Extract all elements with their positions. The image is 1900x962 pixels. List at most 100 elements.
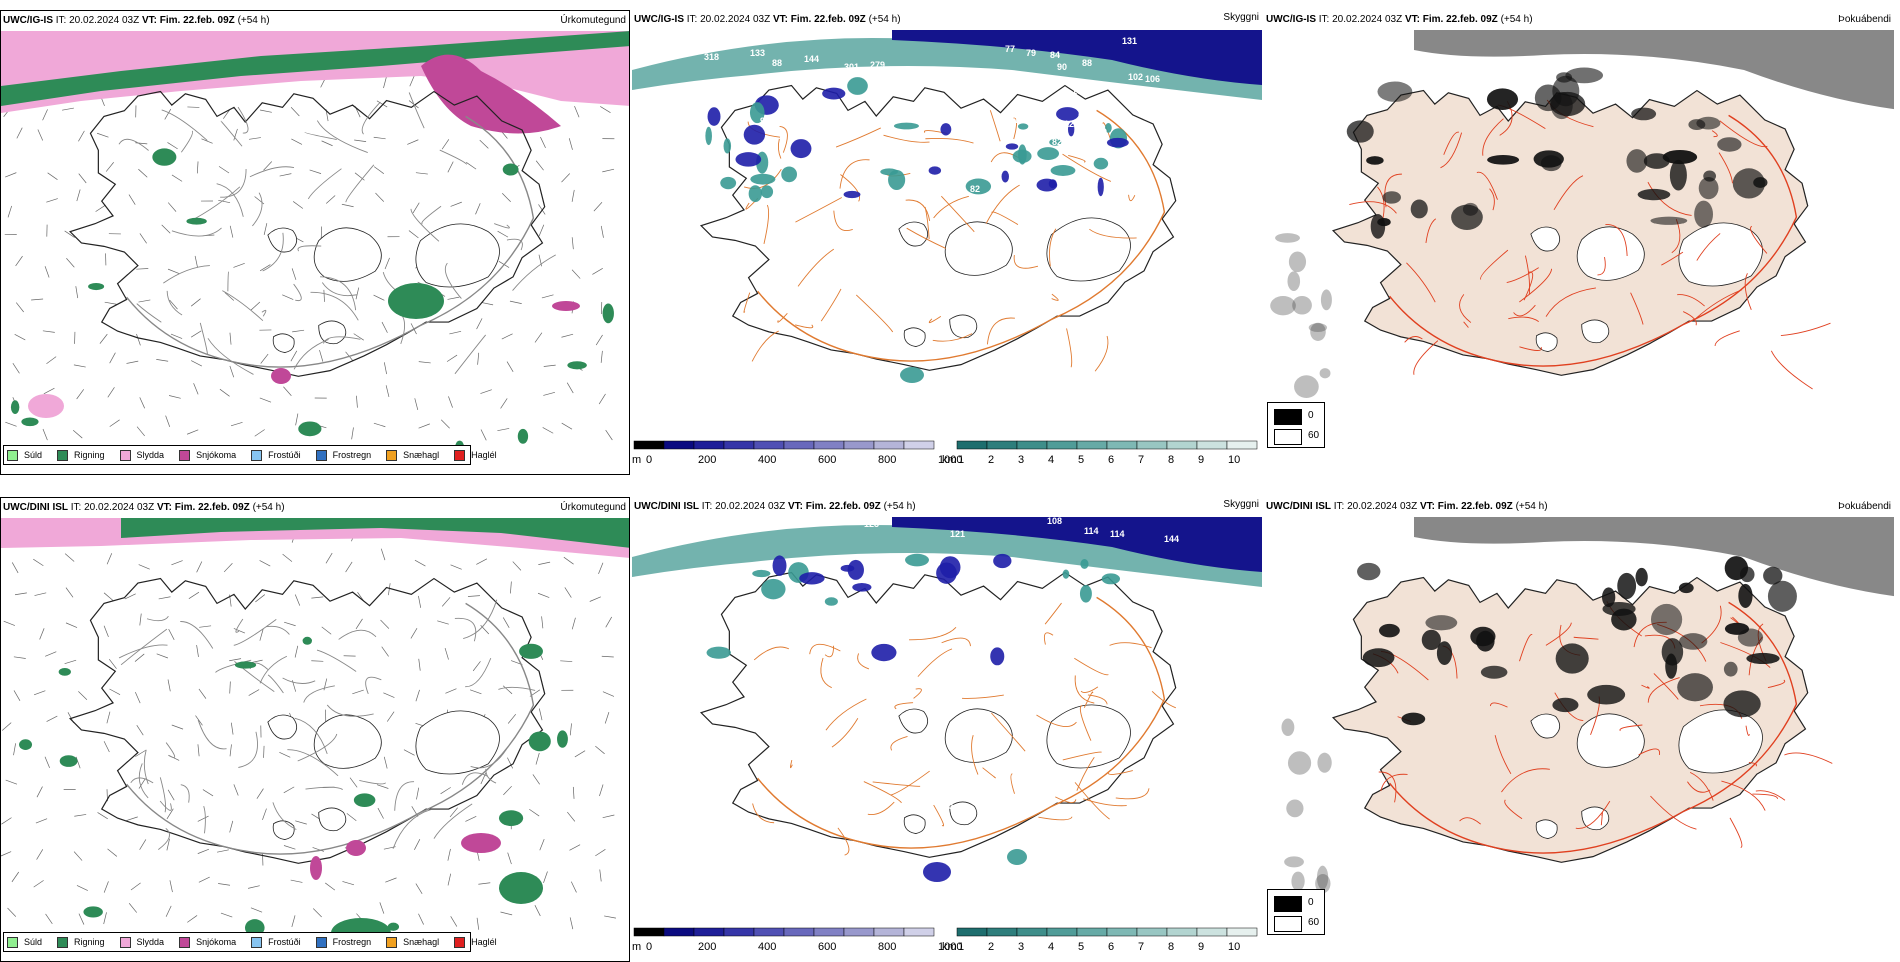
legend-item: Súld — [7, 937, 42, 948]
glacier-outline — [319, 321, 346, 344]
wind-barb — [602, 656, 614, 657]
scale-tick-m: 400 — [758, 454, 776, 466]
wind-barb — [533, 774, 540, 784]
wind-barb — [197, 645, 199, 657]
road-line — [222, 291, 263, 321]
road-line — [422, 206, 441, 224]
road-line — [507, 239, 522, 250]
visibility-label: 40 — [1097, 127, 1107, 137]
wind-barb — [191, 331, 201, 337]
wind-barb — [416, 690, 420, 701]
init-time: IT: 20.02.2024 03Z — [702, 501, 785, 512]
wind-barb — [448, 849, 451, 861]
valid-time: Fim. 22.feb. 09Z — [1438, 501, 1513, 512]
wind-barb — [510, 581, 511, 593]
rain-cell — [499, 872, 543, 904]
wind-barb — [481, 625, 489, 634]
visibility-cell — [923, 862, 951, 882]
scale-color-km — [1167, 928, 1197, 936]
wind-barb — [382, 647, 389, 657]
visibility-cell — [720, 177, 736, 189]
scale-unit-m: m — [632, 454, 641, 466]
wind-barb — [535, 905, 540, 916]
scale-color-km — [1227, 928, 1257, 936]
scale-color-m — [904, 441, 934, 449]
scale-tick-km: 7 — [1138, 941, 1144, 953]
wind-barb — [451, 565, 462, 569]
wind-barb — [503, 617, 509, 627]
fog-cell — [1286, 799, 1303, 817]
wind-barb — [466, 162, 476, 169]
wind-barb — [513, 562, 521, 571]
fog-cell — [1270, 296, 1296, 315]
legend-swatch — [316, 937, 327, 948]
valid-time: Fim. 22.feb. 09Z — [791, 14, 866, 25]
wind-barb — [598, 563, 602, 574]
road-line — [236, 619, 243, 632]
rain-cell — [354, 793, 376, 807]
legend-item: Haglél — [454, 450, 497, 461]
legend-swatch — [251, 450, 262, 461]
wind-barb — [197, 562, 202, 573]
wind-barb — [418, 596, 420, 608]
wind-barb — [264, 746, 265, 758]
fog-cell — [1487, 88, 1518, 110]
wind-barb — [388, 583, 390, 595]
scale-color-m — [814, 441, 844, 449]
road-line — [359, 780, 385, 783]
wind-barb — [319, 350, 322, 362]
wind-barb — [449, 331, 461, 334]
wind-barb — [261, 354, 268, 363]
glacier-outline — [268, 715, 297, 739]
scale-color-km — [1017, 441, 1047, 449]
visibility-cell — [752, 570, 770, 577]
wind-barb — [110, 353, 116, 364]
glacier-outline — [273, 821, 294, 840]
visibility-label: 84 — [1050, 50, 1060, 60]
init-time: IT: 20.02.2024 03Z — [1334, 501, 1417, 512]
scale-color-km — [1077, 441, 1107, 449]
visibility-cell — [990, 647, 1004, 665]
fog-cell — [1617, 573, 1636, 599]
fog-cell — [1694, 201, 1713, 228]
scale-color-km — [1197, 928, 1227, 936]
fog-map — [1264, 517, 1894, 957]
wind-barb — [16, 303, 23, 312]
road-line — [180, 622, 213, 649]
visibility-cell — [1013, 150, 1032, 163]
fog-map — [1264, 30, 1894, 470]
visibility-panel: UWC/DINI ISL IT: 20.02.2024 03Z VT: Fim.… — [632, 497, 1262, 962]
road-line — [167, 291, 182, 315]
wind-barb — [195, 256, 197, 268]
fog-legend-label: 0 — [1308, 410, 1314, 421]
wind-barb — [594, 202, 602, 211]
wind-barb — [260, 110, 272, 112]
visibility-cell — [844, 191, 861, 198]
wind-barb — [603, 692, 614, 697]
wind-barb — [346, 562, 353, 572]
wind-barb — [1, 852, 11, 857]
fog-cell — [1725, 623, 1749, 635]
wind-barb — [234, 784, 238, 795]
legend-swatch — [386, 937, 397, 948]
visibility-cell — [781, 166, 797, 182]
fog-cell — [1377, 81, 1412, 101]
wind-barb — [560, 661, 572, 662]
wind-barb — [65, 554, 74, 562]
wind-barb — [166, 906, 171, 917]
wind-barb — [284, 846, 295, 850]
road-line — [1116, 788, 1149, 799]
visibility-label: 79 — [1026, 48, 1036, 58]
visibility-label: 38 — [1030, 162, 1040, 172]
wind-barb — [413, 203, 419, 213]
road-line — [327, 705, 373, 716]
scale-color-m — [754, 928, 784, 936]
wind-barb — [6, 780, 17, 784]
road-line — [366, 677, 382, 694]
wind-barb — [129, 903, 137, 912]
valid-label: VT: — [773, 14, 788, 25]
rain-cell — [60, 755, 78, 767]
wind-barb — [501, 398, 508, 408]
scale-color-km — [1137, 441, 1167, 449]
wind-barb — [570, 845, 581, 851]
